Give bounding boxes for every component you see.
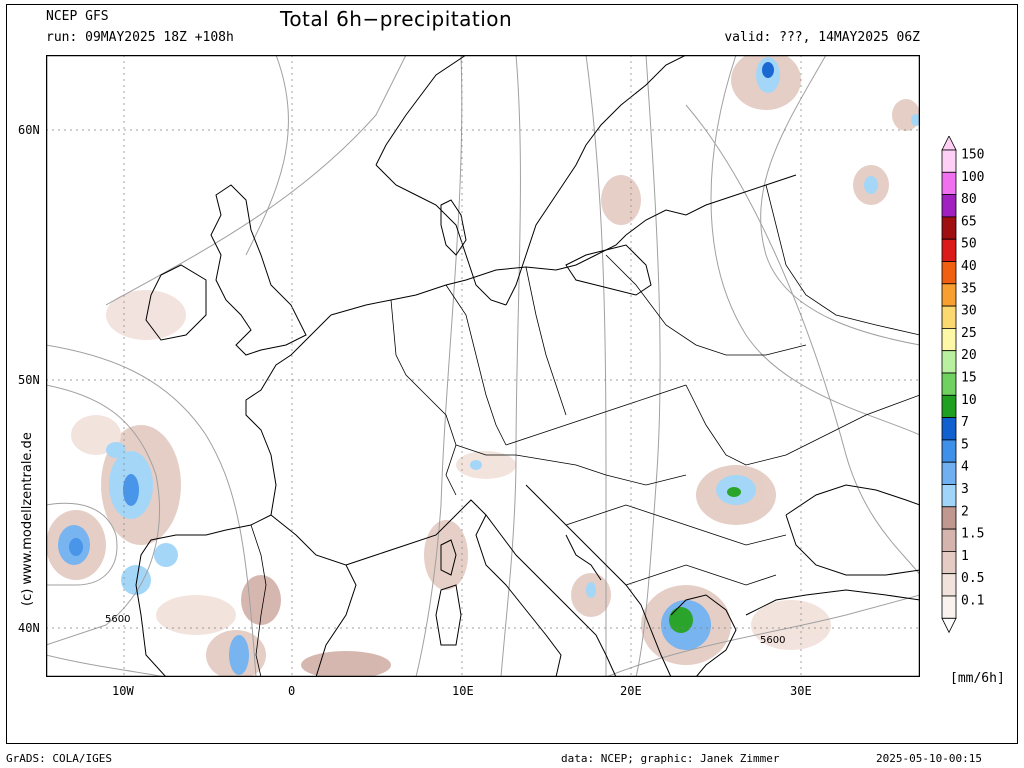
colorbar-swatch: [941, 417, 957, 441]
footer-software: GrADS: COLA/IGES: [6, 752, 112, 765]
colorbar-label: 35: [961, 281, 977, 296]
page-title: Total 6h−precipitation: [280, 7, 513, 31]
isobar-layer: [46, 55, 920, 677]
colorbar-swatch: [941, 439, 957, 463]
valid-time: valid: ???, 14MAY2025 06Z: [724, 30, 920, 45]
colorbar-swatch: [941, 350, 957, 374]
colorbar-swatch: [941, 528, 957, 552]
colorbar-label: 50: [961, 237, 977, 252]
colorbar-swatch: [941, 372, 957, 396]
isobar-label: 5600: [760, 635, 786, 646]
colorbar-label: 0.1: [961, 594, 984, 609]
colorbar-label: 0.5: [961, 571, 984, 586]
colorbar-label: 30: [961, 304, 977, 319]
isobar-label: 5600: [105, 614, 131, 625]
colorbar-label: 1.5: [961, 527, 984, 542]
colorbar-swatch: [941, 461, 957, 485]
precip-layer: [46, 55, 920, 677]
colorbar-swatch: [941, 550, 957, 575]
colorbar-svg: 150 100 80 65 50 40 35 30 25 20 15 10 7 5 4 3 2 1.5 1 0.5 0.…: [941, 135, 984, 634]
precipitation-map[interactable]: [46, 55, 920, 677]
colorbar-swatch: [941, 216, 957, 240]
colorbar-label: 20: [961, 348, 977, 363]
colorbar-label: 4: [961, 460, 969, 475]
map-border: [46, 55, 920, 677]
colorbar-label: 80: [961, 192, 977, 207]
colorbar-label: 10: [961, 393, 977, 408]
run-info: run: 09MAY2025 18Z +108h: [46, 30, 234, 45]
colorbar-label: 3: [961, 482, 969, 497]
colorbar-bottom-arrow: [941, 617, 957, 634]
colorbar-swatch: [941, 394, 957, 418]
colorbar-swatch: [941, 305, 957, 329]
colorbar-label: 15: [961, 371, 977, 386]
colorbar-label: 7: [961, 415, 969, 430]
colorbar-top-arrow: [941, 135, 957, 151]
colorbar-swatch: [941, 149, 957, 173]
lon-label-0: 0: [288, 684, 296, 698]
lon-label-20e: 20E: [620, 684, 642, 698]
colorbar-swatch: [941, 194, 957, 218]
border-layer: [250, 184, 920, 677]
footer-timestamp: 2025-05-10-00:15: [876, 752, 982, 765]
model-name: NCEP GFS: [46, 9, 109, 24]
colorbar-label: 2: [961, 504, 969, 519]
colorbar-label: 25: [961, 326, 977, 341]
colorbar-swatch: [941, 484, 957, 508]
colorbar-legend: 150 100 80 65 50 40 35 30 25 20 15 10 7 5 4 3 2 1.5 1 0.5 0.…: [940, 135, 1020, 636]
lat-label-50n: 50N: [18, 373, 40, 387]
colorbar-label: 1: [961, 549, 969, 564]
footer-credits: data: NCEP; graphic: Janek Zimmer: [561, 752, 780, 765]
colorbar-swatch: [941, 261, 957, 285]
colorbar-swatch: [941, 283, 957, 307]
colorbar-unit: [mm/6h]: [950, 671, 1005, 686]
grid-layer: [46, 55, 920, 677]
figure-frame: [6, 4, 1018, 744]
lon-label-10e: 10E: [452, 684, 474, 698]
colorbar-swatch: [941, 171, 957, 195]
colorbar-label: 150: [961, 148, 984, 163]
colorbar-label: 5: [961, 437, 969, 452]
colorbar-label: 40: [961, 259, 977, 274]
colorbar-swatch: [941, 327, 957, 352]
lon-label-10w: 10W: [112, 684, 134, 698]
colorbar-swatch: [941, 238, 957, 262]
lat-label-40n: 40N: [18, 621, 40, 635]
colorbar-label: 100: [961, 170, 984, 185]
colorbar-swatch: [941, 595, 957, 619]
colorbar-swatch: [941, 573, 957, 597]
colorbar-label: 65: [961, 214, 977, 229]
lon-label-30e: 30E: [790, 684, 812, 698]
lat-label-60n: 60N: [18, 123, 40, 137]
map-canvas: [46, 55, 920, 677]
colorbar-swatch: [941, 506, 957, 530]
watermark: (c) www.modellzentrale.de: [20, 432, 35, 606]
